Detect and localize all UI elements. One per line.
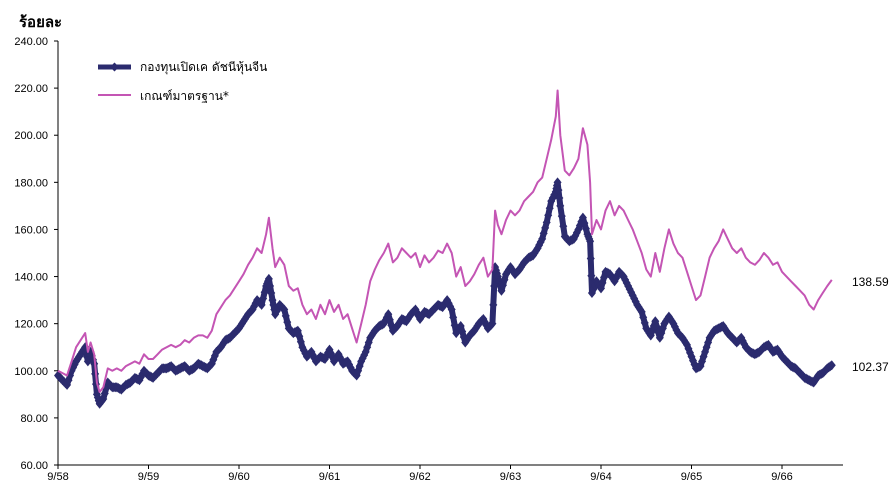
y-tick-label: 140.00 — [14, 272, 48, 284]
legend-swatch-fund-marker — [110, 62, 119, 72]
fund-point-marker — [545, 203, 554, 214]
fund-point-marker — [488, 318, 497, 329]
x-tick-label: 9/58 — [47, 471, 68, 483]
fund-point-marker — [449, 312, 458, 323]
fund-point-marker — [267, 288, 276, 299]
x-tick-label: 9/64 — [590, 471, 611, 483]
fund-point-marker — [586, 236, 595, 247]
legend-label-fund: กองทุนเปิดเค ดัชนีหุ้นจีน — [140, 60, 267, 75]
y-tick-label: 80.00 — [20, 413, 48, 425]
fund-point-marker — [556, 200, 565, 211]
y-tick-label: 240.00 — [14, 36, 48, 48]
x-axis: 9/58 9/59 9/60 9/61 9/62 9/63 9/64 9/65 9/66 — [47, 464, 843, 483]
fund-point-marker — [827, 360, 836, 371]
fund-point-marker — [248, 304, 257, 315]
fund-point-marker — [447, 304, 456, 315]
y-axis: 60.00 80.00 100.00 120.00 140.00 160.00 180.00… — [14, 36, 59, 472]
y-unit-title: ร้อยละ — [19, 13, 62, 31]
end-label-benchmark: 138.59 — [852, 275, 889, 289]
plot-area — [54, 89, 836, 409]
fund-point-marker — [251, 298, 260, 309]
legend: กองทุนเปิดเค ดัชนีหุ้นจีน เกณฑ์มาตรฐาน* — [98, 60, 267, 103]
x-tick-label: 9/63 — [500, 471, 521, 483]
fund-point-marker — [553, 177, 562, 188]
y-tick-label: 160.00 — [14, 224, 48, 236]
fund-point-marker — [555, 193, 564, 204]
fund-point-marker — [266, 280, 275, 291]
x-tick-label: 9/61 — [319, 471, 340, 483]
fund-point-marker — [490, 280, 499, 291]
fund-point-marker — [586, 253, 595, 264]
series-line-benchmark — [57, 89, 833, 393]
y-tick-label: 200.00 — [14, 130, 48, 142]
x-tick-label: 9/60 — [228, 471, 249, 483]
fund-point-marker — [559, 221, 568, 232]
y-tick-label: 180.00 — [14, 177, 48, 189]
y-tick-label: 120.00 — [14, 319, 48, 331]
x-tick-label: 9/62 — [409, 471, 430, 483]
fund-point-marker — [250, 301, 259, 312]
y-tick-label: 60.00 — [20, 460, 48, 472]
fund-point-marker — [587, 270, 596, 281]
x-tick-label: 9/59 — [138, 471, 159, 483]
fund-point-marker — [554, 185, 563, 196]
x-tick-label: 9/66 — [771, 471, 792, 483]
x-tick-label: 9/65 — [681, 471, 702, 483]
fund-point-marker — [542, 217, 551, 228]
fund-point-marker — [557, 211, 566, 222]
fund-point-marker — [264, 273, 273, 284]
fund-point-marker — [489, 299, 498, 310]
y-tick-label: 220.00 — [14, 83, 48, 95]
fund-point-marker — [544, 210, 553, 221]
end-label-fund: 102.37 — [852, 360, 889, 374]
legend-label-benchmark: เกณฑ์มาตรฐาน* — [140, 89, 229, 103]
y-tick-label: 100.00 — [14, 366, 48, 378]
